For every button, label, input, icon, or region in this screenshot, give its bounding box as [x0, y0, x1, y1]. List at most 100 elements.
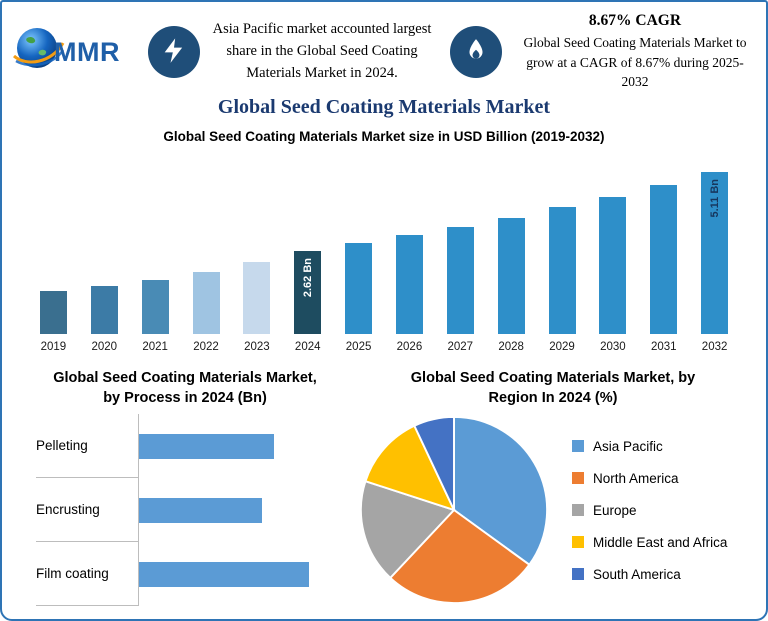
process-row-pelleting: Pelleting — [36, 414, 334, 479]
legend-swatch — [572, 440, 584, 453]
legend-label: North America — [593, 470, 679, 486]
bar-2031 — [650, 185, 678, 334]
x-tick-2019: 2019 — [40, 341, 67, 353]
process-label: Encrusting — [36, 478, 138, 543]
legend-label: Middle East and Africa — [593, 534, 728, 550]
bar-2027 — [446, 227, 474, 334]
bar-2023 — [243, 262, 271, 334]
bar-column-2027 — [435, 227, 486, 334]
globe-icon — [10, 22, 66, 83]
logo-text: MMR — [54, 36, 120, 67]
lightning-badge — [148, 26, 200, 78]
bar-2029 — [548, 207, 576, 334]
region-legend: Asia Pacific North America Europe Middle Ea… — [572, 439, 727, 582]
bar-column-2026 — [384, 235, 435, 334]
bar-column-2021 — [130, 280, 181, 334]
market-size-plot: 2.62 Bn 5.11 Bn — [28, 156, 740, 334]
bar-column-2025 — [333, 243, 384, 334]
bar-value-label-2024: 2.62 Bn — [301, 258, 314, 298]
x-tick-2023: 2023 — [244, 341, 270, 353]
cagr-description: Global Seed Coating Materials Market to … — [523, 35, 747, 90]
pie-slice-europe — [359, 480, 456, 580]
highlight-text-asia-pacific: Asia Pacific market accounted largest sh… — [212, 21, 432, 81]
process-label: Film coating — [36, 542, 138, 607]
x-tick-2031: 2031 — [650, 341, 677, 353]
flame-icon — [463, 37, 489, 68]
legend-item-europe: Europe — [572, 503, 727, 518]
cagr-heading: 8.67% CAGR — [588, 12, 682, 30]
header: MMR Asia Pacific market accounted larges… — [2, 2, 766, 94]
legend-swatch — [572, 472, 584, 485]
mmr-logo: MMR — [10, 22, 148, 83]
x-tick-2022: 2022 — [193, 341, 219, 353]
page-title: Global Seed Coating Materials Market — [217, 96, 551, 118]
process-track — [138, 414, 334, 479]
x-tick-2021: 2021 — [142, 341, 168, 353]
legend-item-middle-east-and-africa: Middle East and Africa — [572, 535, 727, 550]
bar-2030 — [599, 197, 627, 334]
x-tick-2026: 2026 — [396, 341, 423, 353]
region-chart: Global Seed Coating Materials Market, by… — [334, 363, 766, 608]
legend-label: South America — [593, 566, 681, 582]
bar-2032: 5.11 Bn — [701, 172, 729, 334]
bar-column-2022 — [181, 272, 232, 334]
legend-swatch — [572, 568, 584, 581]
bar-2019 — [39, 291, 67, 334]
x-tick-2032: 2032 — [701, 341, 728, 353]
bottom-charts: Global Seed Coating Materials Market, by… — [2, 363, 766, 608]
bar-column-2023 — [231, 262, 282, 334]
process-label: Pelleting — [36, 414, 138, 479]
bar-2022 — [192, 272, 220, 334]
legend-item-asia-pacific: Asia Pacific — [572, 439, 727, 454]
market-size-chart: Global Seed Coating Materials Market siz… — [28, 129, 740, 353]
bar-column-2024: 2.62 Bn — [282, 251, 333, 334]
pie-slice-asia-pacific — [453, 416, 549, 567]
process-plot: Pelleting Encrusting Film coating — [36, 414, 334, 607]
legend-label: Europe — [593, 502, 637, 518]
x-tick-2029: 2029 — [549, 341, 575, 353]
pie-slice-north-america — [388, 508, 531, 605]
process-chart-title: Global Seed Coating Materials Market, by… — [53, 370, 317, 406]
pie-slice-middle-east-and-africa — [364, 424, 456, 512]
process-track — [138, 478, 334, 543]
x-tick-2030: 2030 — [600, 341, 626, 353]
process-chart: Global Seed Coating Materials Market, by… — [2, 363, 334, 608]
process-row-encrusting: Encrusting — [36, 478, 334, 543]
market-size-x-axis: 2019 2020 2021 2022 2023 2024 2025 2026 2027 2028… — [28, 341, 740, 353]
bar-column-2028 — [486, 218, 537, 334]
cagr-block: 8.67% CAGR Global Seed Coating Materials… — [514, 12, 756, 92]
bar-column-2032: 5.11 Bn — [689, 172, 740, 334]
x-tick-2020: 2020 — [91, 341, 118, 353]
process-bar — [139, 561, 309, 587]
legend-item-south-america: South America — [572, 567, 727, 582]
legend-swatch — [572, 536, 584, 549]
bar-2028 — [497, 218, 525, 334]
region-pie — [359, 416, 549, 605]
x-tick-2027: 2027 — [447, 341, 474, 353]
legend-swatch — [572, 504, 584, 517]
bar-column-2019 — [28, 291, 79, 334]
process-bar — [139, 497, 262, 523]
bar-column-2020 — [79, 286, 130, 334]
process-row-film-coating: Film coating — [36, 542, 334, 607]
bar-column-2031 — [638, 185, 689, 334]
x-tick-2028: 2028 — [498, 341, 524, 353]
bar-2025 — [345, 243, 373, 334]
pie-slice-south-america — [413, 416, 455, 511]
bar-2026 — [395, 235, 423, 334]
bar-2021 — [141, 280, 169, 334]
bar-column-2030 — [587, 197, 638, 334]
bar-column-2029 — [537, 207, 588, 334]
x-tick-2024: 2024 — [294, 341, 321, 353]
x-tick-2025: 2025 — [345, 341, 372, 353]
bar-2020 — [90, 286, 118, 334]
region-pie-area: Asia Pacific North America Europe Middle Ea… — [340, 412, 766, 608]
process-track — [138, 542, 334, 607]
market-size-chart-title: Global Seed Coating Materials Market siz… — [163, 129, 605, 144]
flame-badge — [450, 26, 502, 78]
legend-item-north-america: North America — [572, 471, 727, 486]
legend-label: Asia Pacific — [593, 438, 663, 454]
region-chart-title: Global Seed Coating Materials Market, by… — [410, 370, 696, 406]
process-bar — [139, 433, 274, 459]
